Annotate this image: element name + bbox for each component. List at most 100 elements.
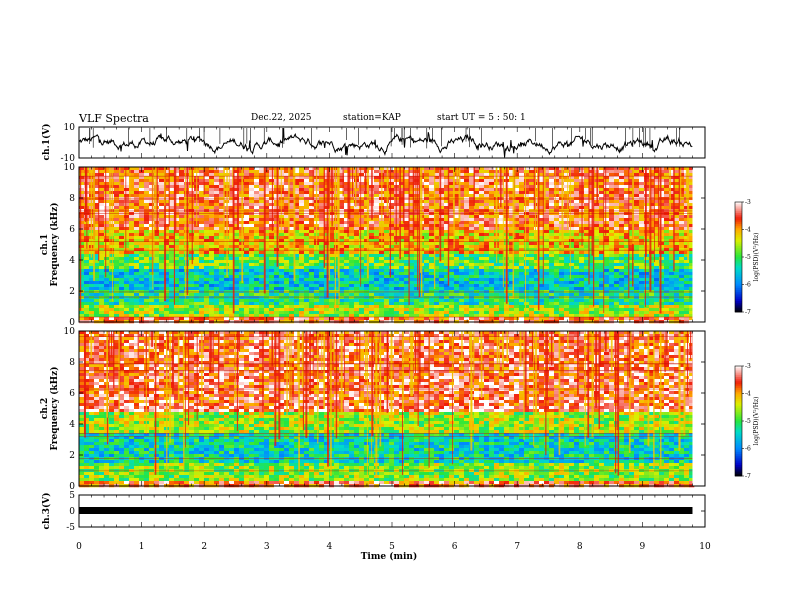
ch2-spectrogram-colorbar-tick-label: -6 <box>745 446 751 453</box>
colorbar-swatch <box>735 386 742 389</box>
colorbar-swatch <box>735 251 742 254</box>
ch2-spectrogram-colorbar-label: log(PSD)(V²/Hz) <box>753 397 760 446</box>
colorbar-swatch <box>735 260 742 263</box>
ch1-spectrogram-ytick-label: 2 <box>69 287 75 297</box>
colorbar-swatch <box>735 238 742 241</box>
colorbar-swatch <box>735 264 742 267</box>
colorbar-swatch <box>735 400 742 404</box>
ch3-waveform-ytick-label: 0 <box>69 507 75 517</box>
colorbar-swatch <box>735 454 742 457</box>
ch1-spectrogram-image <box>79 167 695 324</box>
colorbar-swatch <box>735 247 742 251</box>
colorbar-swatch <box>735 255 742 258</box>
colorbar-swatch <box>735 207 742 210</box>
x-tick-label: 8 <box>577 542 583 552</box>
x-tick-label: 5 <box>389 542 395 552</box>
ch2-spectrogram-image <box>79 331 695 488</box>
colorbar-swatch <box>735 269 742 273</box>
colorbar-swatch <box>735 388 742 391</box>
ch2-spectrogram-ytick-label: 10 <box>64 327 76 337</box>
colorbar-swatch <box>735 299 742 302</box>
colorbar-swatch <box>735 474 742 477</box>
colorbar-swatch <box>735 224 742 227</box>
colorbar-swatch <box>735 279 742 282</box>
ch1-spectrogram-ytick-label: 6 <box>69 225 75 235</box>
colorbar-swatch <box>735 295 742 298</box>
colorbar-swatch <box>735 205 742 208</box>
colorbar-swatch <box>735 382 742 385</box>
ch1-spectrogram-colorbar-tick-label: -5 <box>745 254 751 261</box>
colorbar-swatch <box>735 419 742 422</box>
colorbar-swatch <box>735 463 742 466</box>
colorbar-swatch <box>735 213 742 216</box>
colorbar-swatch <box>735 297 742 300</box>
colorbar-swatch <box>735 395 742 398</box>
colorbar-swatch <box>735 472 742 475</box>
ch3-waveform-ytick-label: 5 <box>69 491 75 501</box>
ch2-spectrogram-colorbar-tick-label: -7 <box>745 473 751 480</box>
colorbar-swatch <box>735 402 742 405</box>
colorbar-swatch <box>735 441 742 444</box>
colorbar-swatch <box>735 455 742 459</box>
colorbar-swatch <box>735 413 742 416</box>
colorbar-swatch <box>735 280 742 284</box>
colorbar-swatch <box>735 424 742 427</box>
colorbar-swatch <box>735 408 742 411</box>
colorbar-swatch <box>735 220 742 223</box>
colorbar-swatch <box>735 242 742 245</box>
chart-title: VLF Spectra <box>79 112 149 125</box>
colorbar-swatch <box>735 406 742 409</box>
ch1-spectrogram-colorbar-tick-label: -3 <box>745 199 751 206</box>
colorbar-swatch <box>735 266 742 269</box>
date-label: Dec.22, 2025 <box>251 113 312 123</box>
colorbar-swatch <box>735 244 742 247</box>
ch2-spectrogram-blank <box>692 331 705 486</box>
colorbar-swatch <box>735 426 742 429</box>
colorbar-swatch <box>735 421 742 424</box>
colorbar-swatch <box>735 452 742 455</box>
colorbar-swatch <box>735 411 742 415</box>
colorbar-swatch <box>735 218 742 221</box>
colorbar-swatch <box>735 433 742 437</box>
x-axis-label: Time (min) <box>361 551 418 562</box>
colorbar-swatch <box>735 284 742 287</box>
colorbar-swatch <box>735 286 742 289</box>
colorbar-swatch <box>735 435 742 438</box>
colorbar-swatch <box>735 444 742 448</box>
colorbar-swatch <box>735 302 742 306</box>
ch1-waveform-ytick-label: -10 <box>61 154 76 164</box>
colorbar-swatch <box>735 240 742 243</box>
ch3-waveform-ytick-label: -5 <box>66 523 75 533</box>
colorbar-swatch <box>735 249 742 252</box>
colorbar-swatch <box>735 258 742 262</box>
ch1-spectrogram-ytick-label: 0 <box>69 318 75 328</box>
ch2-spectrogram-ytick-label: 2 <box>69 451 75 461</box>
ch2-spectrogram-colorbar-tick-label: -3 <box>745 363 751 370</box>
colorbar-swatch <box>735 277 742 280</box>
colorbar-swatch <box>735 461 742 464</box>
start-time-label: start UT = 5 : 50: 1 <box>437 113 526 123</box>
ch2-spectrogram-ylabel: Frequency (kHz) <box>49 366 60 450</box>
colorbar-swatch <box>735 235 742 238</box>
colorbar-swatch <box>735 304 742 307</box>
colorbar-swatch <box>735 268 742 271</box>
colorbar-swatch <box>735 371 742 374</box>
x-tick-label: 3 <box>264 542 270 552</box>
colorbar-swatch <box>735 233 742 236</box>
colorbar-swatch <box>735 457 742 460</box>
ch1-spectrogram-channel-label: ch.1 <box>40 234 50 255</box>
colorbar-swatch <box>735 293 742 296</box>
colorbar-swatch <box>735 262 742 265</box>
station-label: station=KAP <box>343 113 401 123</box>
ch1-spectrogram-blank <box>692 167 705 322</box>
ch3-waveform-ylabel: ch.3(V) <box>41 493 52 530</box>
colorbar-swatch <box>735 404 742 407</box>
colorbar-swatch <box>735 377 742 380</box>
colorbar-swatch <box>735 209 742 212</box>
colorbar-swatch <box>735 308 742 311</box>
ch3-waveform-band <box>79 507 693 514</box>
colorbar-swatch <box>735 378 742 382</box>
colorbar-swatch <box>735 466 742 470</box>
x-tick-label: 9 <box>640 542 646 552</box>
